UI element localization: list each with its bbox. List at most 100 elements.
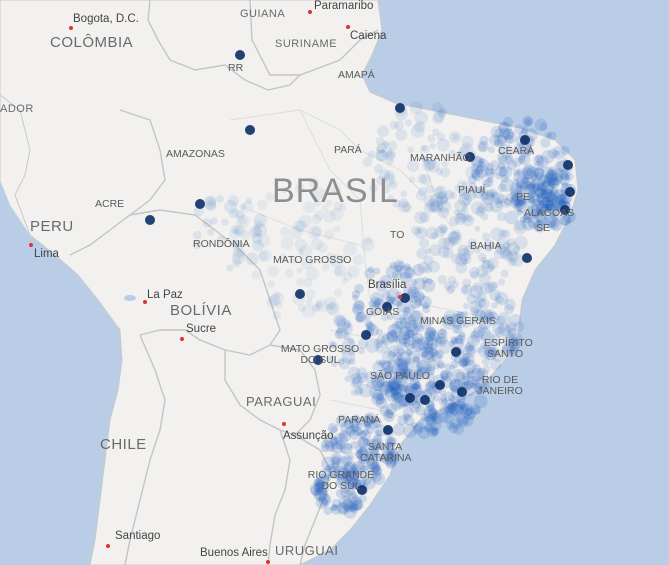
density-point — [446, 421, 455, 430]
density-point — [459, 402, 468, 411]
density-point — [403, 356, 412, 365]
density-point — [348, 358, 356, 366]
density-point — [409, 401, 421, 413]
density-point — [441, 372, 449, 381]
density-point — [398, 198, 409, 209]
density-point — [335, 326, 348, 340]
density-point — [462, 377, 471, 386]
density-point — [396, 261, 404, 269]
density-point — [529, 182, 537, 189]
density-point — [429, 199, 444, 214]
density-point — [550, 219, 563, 232]
density-point — [475, 347, 483, 354]
label-bolivia: BOLÍVIA — [170, 302, 232, 319]
density-point — [471, 169, 485, 182]
density-point — [441, 315, 456, 330]
density-point — [378, 360, 386, 368]
density-point — [455, 253, 468, 267]
density-point — [358, 430, 367, 439]
label-bogota[interactable]: Bogota, D.C. — [73, 13, 139, 25]
density-point — [395, 363, 409, 376]
label-sucre[interactable]: Sucre — [186, 323, 217, 335]
density-point — [370, 291, 384, 306]
density-point — [437, 246, 450, 258]
density-point — [484, 311, 495, 322]
density-point — [409, 310, 421, 322]
density-point — [522, 214, 533, 224]
density-point — [517, 155, 526, 164]
density-point — [382, 381, 390, 389]
density-point — [339, 486, 351, 497]
density-point — [396, 355, 403, 362]
label-lima[interactable]: Lima — [34, 248, 59, 260]
density-point — [502, 346, 509, 353]
label-santiago[interactable]: Santiago — [115, 530, 161, 542]
density-hotspot — [195, 199, 205, 209]
density-point — [548, 220, 556, 229]
density-point — [462, 205, 469, 212]
density-point — [409, 378, 420, 390]
density-point — [512, 195, 520, 203]
label-paramaribo[interactable]: Paramaribo — [314, 0, 374, 12]
density-point — [439, 196, 448, 204]
density-point — [478, 142, 487, 152]
density-point — [542, 188, 549, 195]
city-dot — [308, 10, 312, 14]
density-point — [359, 384, 373, 398]
density-point — [315, 481, 329, 495]
density-hotspot — [382, 302, 392, 312]
density-point — [232, 258, 242, 268]
density-point — [500, 269, 509, 278]
label-caiena[interactable]: Caiena — [350, 30, 387, 42]
density-point — [355, 428, 363, 436]
density-point — [328, 341, 336, 349]
label-la-paz[interactable]: La Paz — [147, 289, 183, 301]
density-point — [355, 445, 363, 454]
density-point — [556, 194, 568, 206]
density-point — [528, 183, 537, 191]
density-point — [489, 358, 502, 371]
density-point — [564, 172, 574, 181]
density-hotspot — [563, 160, 573, 170]
density-point — [404, 382, 418, 395]
density-point — [356, 367, 368, 380]
density-point — [475, 386, 482, 393]
density-point — [424, 326, 437, 339]
density-point — [371, 379, 384, 392]
density-point — [517, 141, 532, 155]
density-point — [444, 363, 452, 371]
label-brasilia[interactable]: Brasília — [368, 279, 407, 291]
density-point — [375, 328, 384, 337]
density-point — [545, 170, 558, 184]
density-point — [363, 420, 371, 427]
density-point — [432, 362, 440, 370]
density-point — [396, 367, 409, 380]
density-point — [495, 200, 503, 209]
density-point — [341, 350, 356, 364]
density-point — [523, 117, 533, 126]
density-hotspot — [420, 395, 430, 405]
label-assuncao[interactable]: Assunção — [283, 430, 334, 442]
density-point — [560, 215, 571, 226]
city-dot — [29, 243, 33, 247]
density-point — [469, 285, 483, 299]
density-point — [401, 368, 413, 380]
density-point — [470, 201, 485, 215]
label-buenos-aires[interactable]: Buenos Aires — [200, 547, 268, 559]
density-point — [527, 216, 541, 229]
density-point — [459, 359, 468, 368]
density-point — [387, 448, 395, 457]
density-point — [505, 321, 517, 333]
density-point — [454, 199, 467, 212]
density-point — [366, 381, 373, 388]
density-point — [370, 439, 382, 451]
density-point — [362, 414, 375, 426]
density-point — [372, 417, 382, 428]
density-point — [543, 213, 558, 228]
density-point — [381, 146, 393, 158]
density-point — [422, 158, 435, 172]
density-point — [556, 193, 567, 204]
density-point — [545, 191, 557, 203]
density-point — [480, 212, 489, 221]
